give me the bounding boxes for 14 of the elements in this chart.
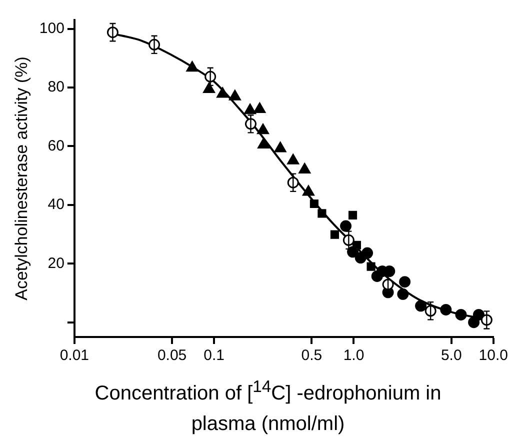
y-tick-label: 20 — [48, 254, 64, 272]
x-axis-title: Concentration of [$^{14}$C] -edrophonium in plasma (nmol/ml) — [94, 376, 442, 437]
x-tick-label: 5.0 — [440, 347, 462, 364]
x-tick-label: 0.1 — [204, 347, 225, 364]
y-tick-label: 100 — [39, 20, 64, 37]
y-tick-label: 80 — [48, 78, 64, 96]
x-tick-label: 0.05 — [157, 347, 187, 364]
y-tick-label: 40 — [48, 196, 64, 214]
x-tick-label: 0.01 — [60, 347, 90, 364]
y-tick-label: 60 — [48, 137, 64, 154]
x-tick-label: 1.0 — [343, 347, 364, 364]
x-tick-label: 0.5 — [301, 347, 322, 364]
y-axis-title: Acetylcholinesterase activity (%) — [12, 56, 31, 300]
x-tick-label: 10.0 — [478, 347, 508, 364]
